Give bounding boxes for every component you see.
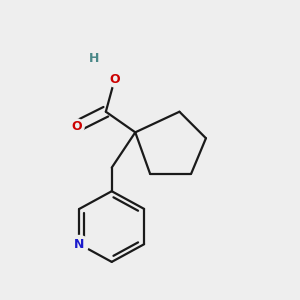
Text: O: O — [110, 73, 120, 86]
Text: O: O — [71, 120, 82, 133]
Text: H: H — [89, 52, 99, 65]
Text: N: N — [74, 238, 85, 251]
